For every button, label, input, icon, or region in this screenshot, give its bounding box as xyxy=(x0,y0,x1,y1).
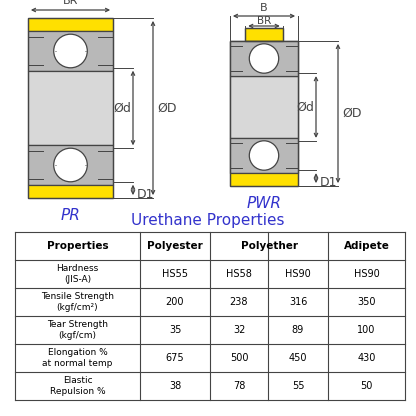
Text: D1: D1 xyxy=(137,188,154,201)
Text: BR: BR xyxy=(257,16,271,26)
Text: ØD: ØD xyxy=(157,102,176,114)
Text: 675: 675 xyxy=(166,353,184,363)
Text: Hardness
(JIS-A): Hardness (JIS-A) xyxy=(57,264,99,284)
Text: 500: 500 xyxy=(230,353,248,363)
Text: 316: 316 xyxy=(289,297,307,307)
Bar xyxy=(230,41,298,76)
Text: 38: 38 xyxy=(169,381,181,391)
Text: PWR: PWR xyxy=(247,196,282,211)
Text: D1: D1 xyxy=(320,176,337,188)
Bar xyxy=(230,41,298,186)
Text: 238: 238 xyxy=(230,297,248,307)
Text: 55: 55 xyxy=(292,381,304,391)
Text: Ød: Ød xyxy=(113,102,131,114)
Bar xyxy=(28,18,113,198)
Text: Polyether: Polyether xyxy=(240,241,297,251)
Text: 430: 430 xyxy=(357,353,376,363)
Text: Elongation %
at normal temp: Elongation % at normal temp xyxy=(42,348,113,368)
Text: 450: 450 xyxy=(289,353,307,363)
Bar xyxy=(28,71,113,145)
Text: 100: 100 xyxy=(357,325,376,335)
Bar xyxy=(28,31,113,71)
Text: Properties: Properties xyxy=(47,241,108,251)
Text: PR: PR xyxy=(61,208,80,223)
Text: HS55: HS55 xyxy=(162,269,188,279)
Text: Elastic
Repulsion %: Elastic Repulsion % xyxy=(50,376,105,396)
Bar xyxy=(230,138,298,173)
Bar xyxy=(28,185,113,198)
Text: Tensile Strength
(kgf/cm²): Tensile Strength (kgf/cm²) xyxy=(41,292,114,312)
Text: Ød: Ød xyxy=(296,101,314,114)
Bar xyxy=(245,28,283,41)
Bar xyxy=(28,145,113,185)
Circle shape xyxy=(249,141,279,170)
Text: HS58: HS58 xyxy=(226,269,252,279)
Text: 35: 35 xyxy=(169,325,181,335)
Circle shape xyxy=(54,34,87,68)
Text: Adipete: Adipete xyxy=(344,241,389,251)
Text: HS90: HS90 xyxy=(285,269,311,279)
Text: Tear Strength
(kgf/cm): Tear Strength (kgf/cm) xyxy=(47,320,108,340)
Text: Polyester: Polyester xyxy=(147,241,203,251)
Bar xyxy=(230,76,298,138)
Text: HS90: HS90 xyxy=(354,269,379,279)
Text: 50: 50 xyxy=(360,381,373,391)
Bar xyxy=(230,173,298,186)
Text: 89: 89 xyxy=(292,325,304,335)
Bar xyxy=(230,41,298,173)
Text: 200: 200 xyxy=(166,297,184,307)
Text: 78: 78 xyxy=(233,381,245,391)
Bar xyxy=(28,18,113,31)
Text: ØD: ØD xyxy=(342,107,362,120)
Bar xyxy=(245,28,283,41)
Text: BR: BR xyxy=(63,0,78,6)
Text: Urethane Properties: Urethane Properties xyxy=(131,213,285,228)
Text: 32: 32 xyxy=(233,325,245,335)
Text: B: B xyxy=(260,3,268,13)
Text: 350: 350 xyxy=(357,297,376,307)
Circle shape xyxy=(54,148,87,182)
Circle shape xyxy=(249,44,279,73)
